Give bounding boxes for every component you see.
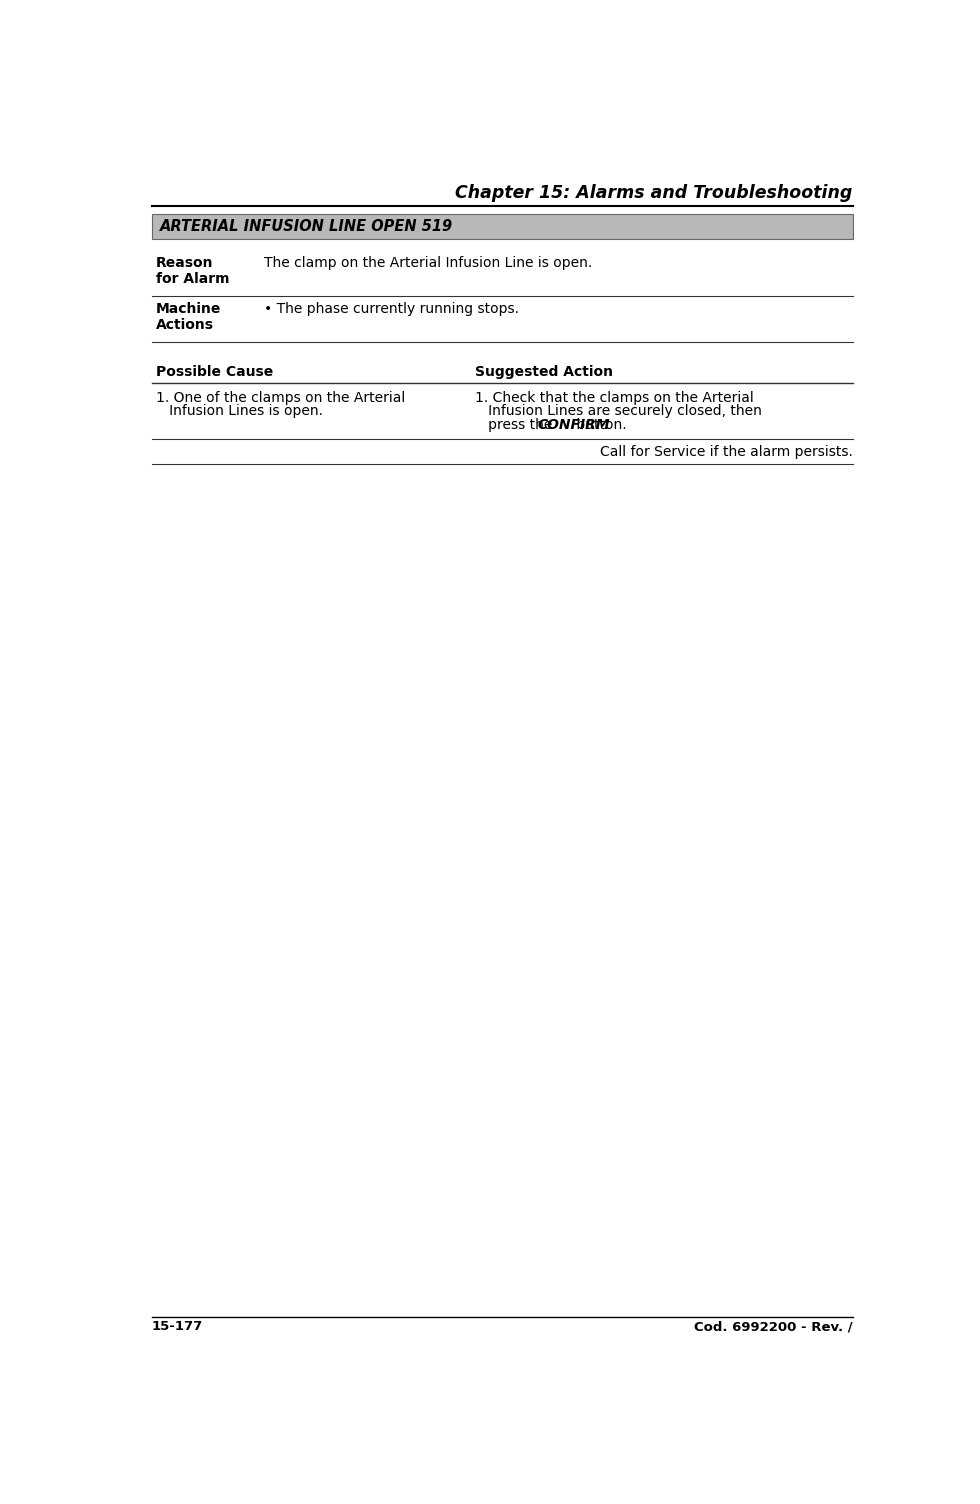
Text: Machine
Actions: Machine Actions xyxy=(156,302,221,332)
Text: Cod. 6992200 - Rev. /: Cod. 6992200 - Rev. / xyxy=(694,1321,853,1334)
Text: Possible Cause: Possible Cause xyxy=(156,365,273,379)
Text: button.: button. xyxy=(572,418,627,432)
Text: 1. Check that the clamps on the Arterial: 1. Check that the clamps on the Arterial xyxy=(474,391,754,405)
Text: press the: press the xyxy=(474,418,557,432)
Text: The clamp on the Arterial Infusion Line is open.: The clamp on the Arterial Infusion Line … xyxy=(265,256,593,269)
Text: Chapter 15: Alarms and Troubleshooting: Chapter 15: Alarms and Troubleshooting xyxy=(455,185,853,203)
Text: CONFIRM: CONFIRM xyxy=(537,418,610,432)
Text: • The phase currently running stops.: • The phase currently running stops. xyxy=(265,302,519,316)
Text: Reason
for Alarm: Reason for Alarm xyxy=(156,256,229,286)
Text: Infusion Lines are securely closed, then: Infusion Lines are securely closed, then xyxy=(474,405,761,418)
Text: 1. One of the clamps on the Arterial: 1. One of the clamps on the Arterial xyxy=(156,391,405,405)
Text: Call for Service if the alarm persists.: Call for Service if the alarm persists. xyxy=(600,445,853,459)
Text: 15-177: 15-177 xyxy=(152,1321,203,1334)
FancyBboxPatch shape xyxy=(152,214,853,239)
Text: ARTERIAL INFUSION LINE OPEN 519: ARTERIAL INFUSION LINE OPEN 519 xyxy=(160,218,453,233)
Text: Suggested Action: Suggested Action xyxy=(474,365,612,379)
Text: Infusion Lines is open.: Infusion Lines is open. xyxy=(156,405,322,418)
